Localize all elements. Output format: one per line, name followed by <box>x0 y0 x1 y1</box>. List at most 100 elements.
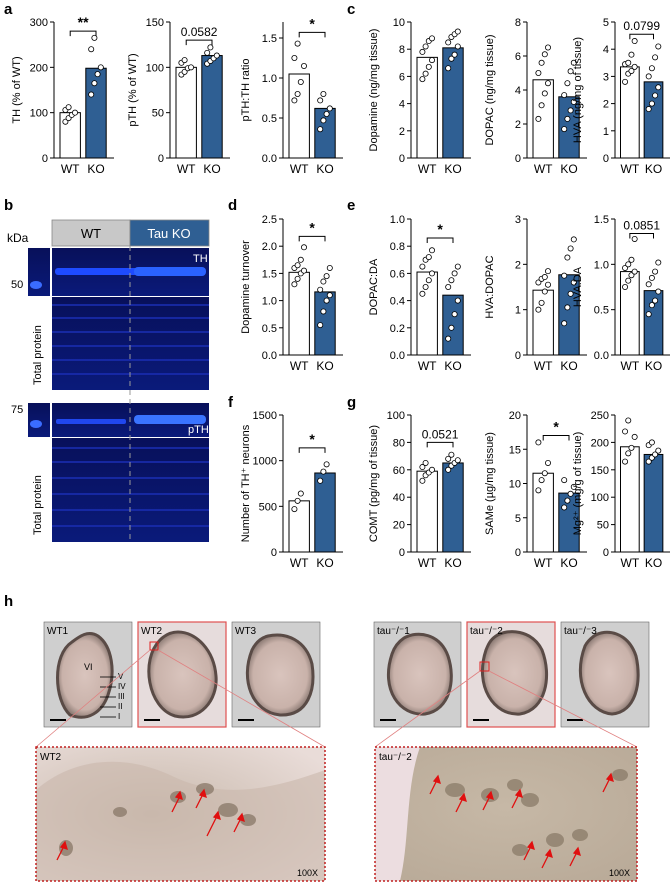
data-point <box>541 90 548 97</box>
data-point <box>300 244 307 251</box>
data-point <box>567 245 574 252</box>
data-point <box>570 279 577 286</box>
thumb-wt1: WT1 VI V IV III II I <box>43 621 133 728</box>
bar-wt <box>620 66 640 159</box>
y-tick-label: 1.0 <box>262 296 277 308</box>
data-point <box>294 497 301 504</box>
panel-label-b: b <box>4 197 13 214</box>
data-point <box>622 78 629 85</box>
chart-g2: 0 5 10 15 20 SAMe (µg/mg tissue) WT KO * <box>484 410 587 570</box>
data-point <box>570 98 577 105</box>
x-tick-label: KO <box>203 162 220 176</box>
data-point <box>631 63 638 70</box>
data-point <box>541 274 548 281</box>
thumb-tau2: tau⁻/⁻2 <box>466 621 556 728</box>
data-point <box>648 302 655 309</box>
ladder-strip-th <box>28 248 50 296</box>
data-point <box>545 459 552 466</box>
data-point <box>567 107 574 114</box>
significance-label: * <box>309 431 315 447</box>
data-point <box>628 51 635 58</box>
data-point <box>535 70 542 77</box>
y-tick-label: 1000 <box>253 456 277 468</box>
data-point <box>451 270 458 277</box>
y-tick-label: 2.5 <box>262 214 277 226</box>
svg-text:tau⁻/⁻2: tau⁻/⁻2 <box>470 626 503 637</box>
data-point <box>541 470 548 477</box>
y-axis-label: Mg²⁺ (mg/g of tissue) <box>572 432 584 536</box>
y-tick-label: 150 <box>146 17 164 29</box>
data-point <box>326 264 333 271</box>
data-point <box>88 91 95 98</box>
svg-text:WT2: WT2 <box>141 626 163 637</box>
data-point <box>323 111 330 118</box>
y-axis-label: DOPAC:DA <box>368 258 380 315</box>
data-point <box>294 275 301 282</box>
x-tick-label: WT <box>534 162 553 176</box>
data-point <box>326 292 333 299</box>
data-point <box>564 497 571 504</box>
y-axis-label: SAMe (µg/mg tissue) <box>484 432 496 535</box>
y-tick-label: 0.4 <box>390 296 405 308</box>
data-point <box>419 48 426 55</box>
data-point <box>454 43 461 50</box>
x-tick-label: WT <box>418 162 437 176</box>
bar-wt <box>532 472 554 553</box>
bar-ko <box>314 107 336 159</box>
data-point <box>181 68 188 75</box>
data-point <box>445 39 452 46</box>
y-tick-label: 0 <box>271 547 277 559</box>
data-point <box>561 92 568 99</box>
data-point <box>545 268 552 275</box>
zoom-wt2-mag: 100X <box>297 868 318 878</box>
data-point <box>652 451 659 458</box>
x-tick-label: WT <box>418 359 437 373</box>
significance-bracket <box>298 447 326 453</box>
y-axis-label: pTH:TH ratio <box>240 59 252 122</box>
y-tick-label: 2 <box>399 126 405 138</box>
data-point <box>323 461 330 468</box>
y-tick-label: 500 <box>259 501 277 513</box>
y-tick-label: 5 <box>515 513 521 525</box>
panel-label-f: f <box>228 394 234 411</box>
thumb-tau1: tau⁻/⁻1 <box>373 621 462 728</box>
y-tick-label: 2 <box>515 119 521 131</box>
y-tick-label: 0 <box>399 153 405 165</box>
data-point <box>91 80 98 87</box>
data-point <box>454 297 461 304</box>
x-tick-label: KO <box>560 556 577 570</box>
data-point <box>451 51 458 58</box>
layer-v-label: V <box>118 672 124 681</box>
bar-ko <box>442 462 464 553</box>
y-tick-label: 0 <box>399 547 405 559</box>
data-point <box>625 277 632 284</box>
y-tick-label: 1 <box>603 126 609 138</box>
y-tick-label: 0 <box>603 547 609 559</box>
data-point <box>538 102 545 109</box>
y-axis-label: pTH (% of WT) <box>127 53 139 126</box>
y-tick-label: 0.5 <box>262 323 277 335</box>
y-axis-label: COMT (pg/mg of tissue) <box>368 425 380 542</box>
data-point <box>628 444 635 451</box>
bar-wt <box>532 79 554 159</box>
x-tick-label: WT <box>177 162 196 176</box>
data-point <box>648 274 655 281</box>
y-tick-label: 5 <box>603 17 609 29</box>
data-point <box>564 80 571 87</box>
bar-ko <box>442 294 464 356</box>
data-point <box>448 55 455 62</box>
thumb-wt2: WT2 <box>137 621 227 728</box>
data-point <box>317 126 324 133</box>
data-point <box>545 44 552 51</box>
y-tick-label: 300 <box>30 17 48 29</box>
data-point <box>628 256 635 263</box>
significance-label: 0.0799 <box>623 19 660 33</box>
x-tick-label: KO <box>444 162 461 176</box>
y-tick-label: 1.0 <box>262 73 277 85</box>
data-point <box>645 106 652 113</box>
data-point <box>317 97 324 104</box>
y-tick-label: 0.5 <box>262 113 277 125</box>
x-tick-label: WT <box>290 359 309 373</box>
